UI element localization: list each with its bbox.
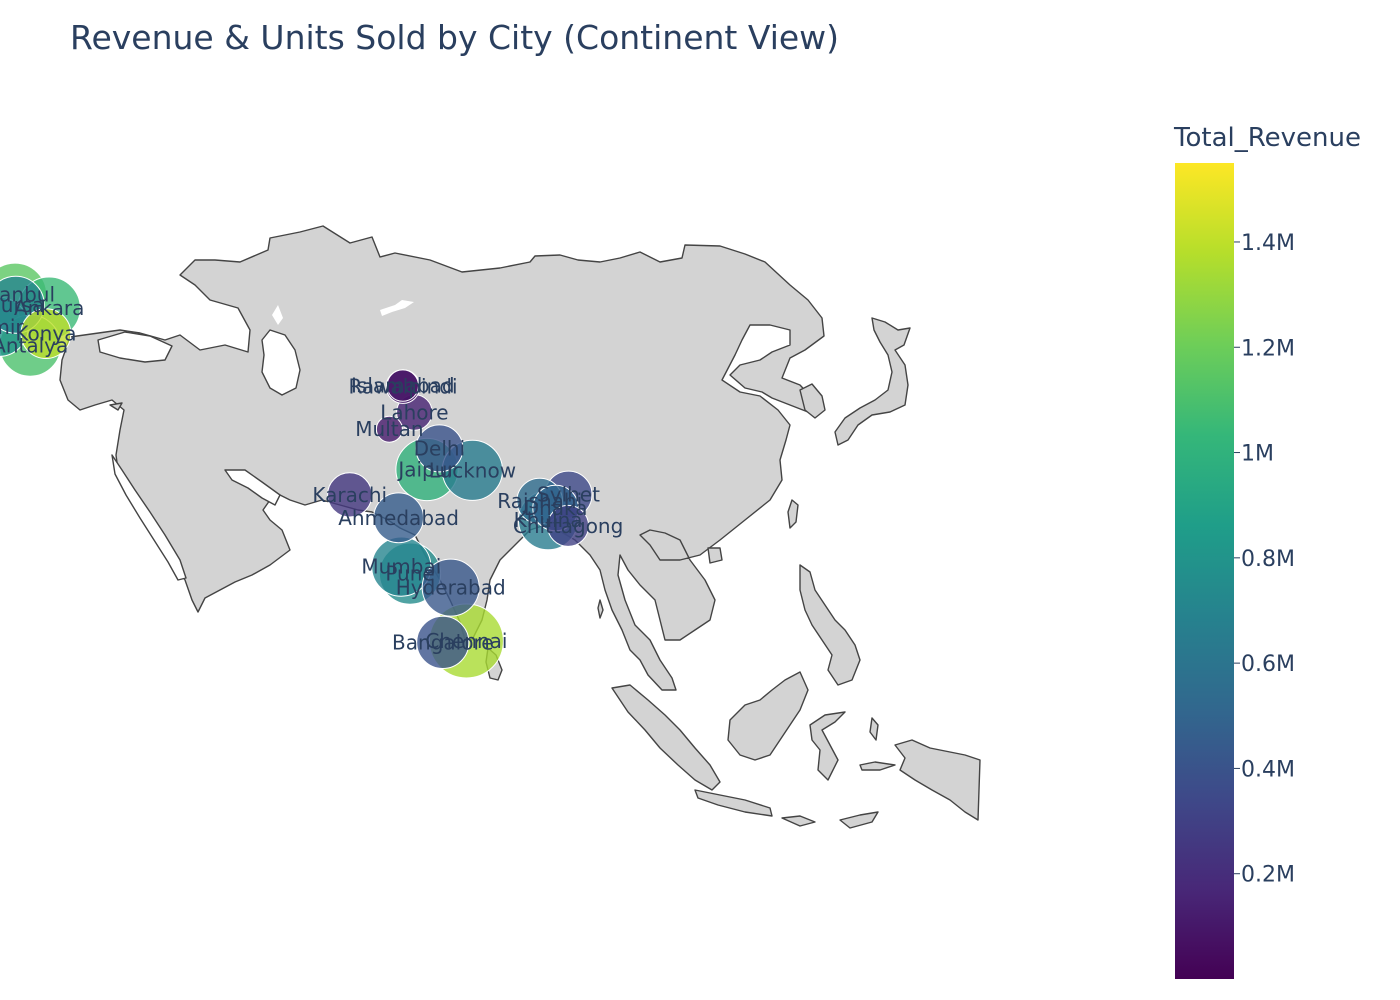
landmass-sulawesi [809, 711, 846, 781]
lake-balkhash [380, 300, 414, 316]
city-label-mumbai: Mumbai [361, 555, 441, 579]
city-marker-islamabad[interactable] [386, 369, 419, 402]
landmass-borneo [727, 671, 809, 761]
city-label-delhi: Delhi [414, 436, 466, 460]
landmass-halmahera [869, 717, 879, 741]
city-markers [0, 262, 593, 679]
landmass-korea [799, 383, 826, 419]
city-label-lucknow: Lucknow [429, 458, 516, 482]
city-label-konya: Konya [15, 322, 76, 346]
city-label-lahore: Lahore [380, 400, 448, 424]
landmass-seram [859, 761, 896, 771]
colorbar-tick-label: 0.6M [1241, 652, 1295, 677]
city-label-sylhet: Sylhet [537, 483, 600, 507]
persian-gulf [224, 469, 281, 506]
city-label-multan: Multan [355, 417, 423, 441]
city-label-bangalore: Bangalore [392, 630, 493, 654]
landmass-timor [839, 811, 879, 829]
city-marker-konya[interactable] [20, 308, 72, 360]
colorbar-tick-label: 1M [1241, 442, 1274, 467]
city-marker-bangalore[interactable] [416, 615, 470, 670]
landmass-new-guinea [894, 739, 981, 821]
landmass-japan [834, 317, 911, 446]
city-label-antalya: Antalya [0, 334, 68, 358]
colorbar-tick-label: 1.2M [1241, 336, 1295, 361]
colorbar-gradient [1175, 163, 1234, 979]
city-labels: IstanbulBursaAnkaraKonyaIzmirAntalya Isla… [0, 283, 623, 655]
city-label-hyderabad: Hyderabad [396, 576, 506, 600]
city-label-chittagong: Chittagong [513, 514, 623, 538]
landmass-hainan [707, 547, 723, 564]
city-marker-multan[interactable] [375, 415, 403, 443]
colorbar-tick-label: 0.8M [1241, 547, 1295, 572]
city-label-chennai: Chennai [425, 629, 507, 653]
landmass-taiwan [787, 499, 799, 529]
city-label-pune: Pune [385, 562, 434, 586]
city-label-rawalpindi: Rawalpindi [348, 375, 457, 399]
city-marker-chittagong[interactable] [547, 504, 590, 547]
aral-sea [272, 305, 283, 325]
colorbar: Total_Revenue 0.2M 0.4M 0.6M 0.8M 1M 1.2M 1.4M [1173, 123, 1361, 979]
city-label-dhaka: Dhaka [524, 496, 588, 520]
city-label-rajshahi: Rajshahi [497, 489, 582, 513]
landmass-cyprus [109, 402, 123, 411]
landmass-sumbawa [781, 815, 816, 827]
city-label-izmir: Izmir [0, 315, 24, 339]
colorbar-tick-label: 0.2M [1241, 863, 1295, 888]
black-sea [97, 331, 173, 363]
colorbar-tick-label: 1.4M [1241, 231, 1295, 256]
landmass-java [694, 789, 773, 817]
city-label-istanbul: Istanbul [0, 283, 55, 307]
colorbar-title: Total_Revenue [1173, 123, 1361, 153]
colorbar-ticks: 0.2M 0.4M 0.6M 0.8M 1M 1.2M 1.4M [1234, 231, 1295, 888]
landmass-philippines [799, 564, 861, 686]
landmass-andaman [597, 599, 604, 619]
city-marker-karachi[interactable] [327, 472, 373, 518]
landmass-sumatra [611, 684, 721, 791]
city-label-jaipur: Jaipur [396, 458, 456, 482]
city-label-islamabad: Islamabad [351, 374, 455, 398]
city-marker-delhi[interactable] [415, 424, 464, 473]
red-sea [111, 454, 187, 581]
city-label-khulna: Khulna [514, 508, 583, 532]
city-label-ankara: Ankara [14, 296, 84, 320]
city-marker-hyderabad[interactable] [421, 558, 480, 617]
city-label-bursa: Bursa [0, 293, 44, 317]
colorbar-tick-label: 0.4M [1241, 757, 1295, 782]
city-label-karachi: Karachi [312, 483, 387, 507]
city-label-ahmedabad: Ahmedabad [338, 506, 459, 530]
chart-title: Revenue & Units Sold by City (Continent … [70, 18, 840, 57]
city-marker-ahmedabad[interactable] [373, 492, 425, 544]
caspian-sea [261, 329, 301, 396]
